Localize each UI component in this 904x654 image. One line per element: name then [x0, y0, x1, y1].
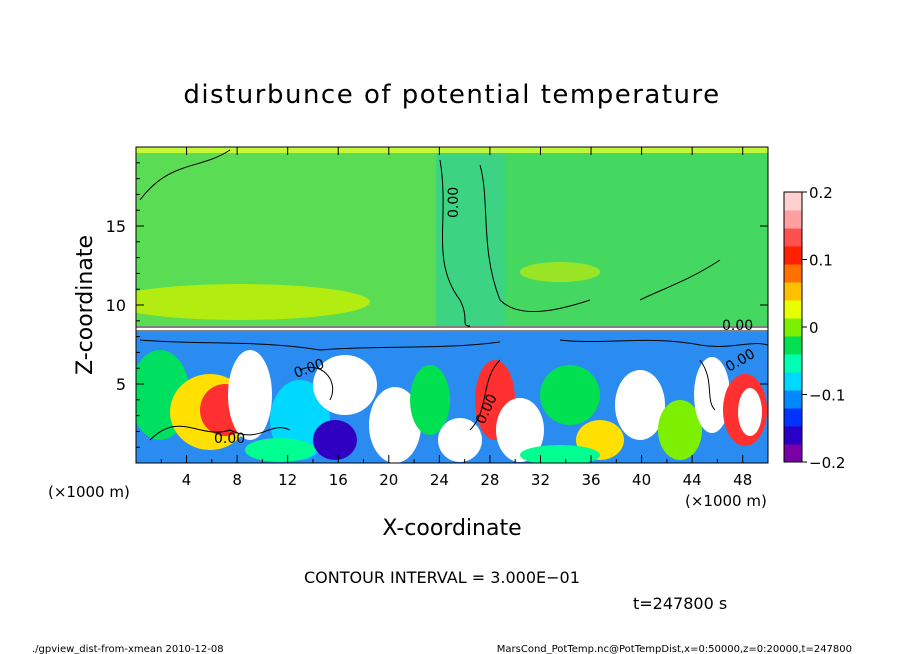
x-tick-label: 36 — [581, 471, 600, 489]
x-tick-label: 24 — [430, 471, 449, 489]
contour — [479, 164, 591, 312]
contour — [559, 339, 768, 347]
colorbar-swatch — [784, 264, 802, 283]
y-tick-label: 5 — [116, 375, 126, 394]
contour — [149, 425, 291, 441]
y-axis: 5 10 15 — [106, 162, 768, 448]
time-label: t=247800 s — [633, 594, 727, 613]
colorbar-swatch — [784, 246, 802, 265]
colorbar-swatch — [784, 354, 802, 373]
footer-right: MarsCond_PotTemp.nc@PotTempDist,x=0:5000… — [497, 644, 852, 654]
contour — [139, 149, 231, 201]
colorbar-swatch — [784, 426, 802, 445]
x-tick-label: 16 — [329, 471, 348, 489]
top-edge-band — [136, 147, 768, 153]
x-tick-label: 32 — [531, 471, 550, 489]
colorbar-swatch — [784, 336, 802, 355]
yellow-band-2 — [520, 262, 600, 282]
contour-lines — [139, 149, 768, 441]
chart-title: disturbunce of potential temperature — [183, 80, 720, 110]
contour — [639, 259, 721, 301]
colorbar-tick-label: 0.1 — [809, 252, 833, 270]
x-tick-label: 4 — [182, 471, 192, 489]
plot-area: 0.00 0.00 0.00 0.00 0.00 0.00 — [136, 147, 768, 463]
x-unit-right: (×1000 m) — [685, 492, 767, 510]
colorbar-tick-label: 0 — [809, 319, 819, 337]
x-tick-label: 40 — [632, 471, 651, 489]
colorbar-swatch — [784, 228, 802, 247]
inversion-band — [136, 326, 768, 332]
blob — [658, 400, 702, 460]
blob — [369, 387, 421, 463]
x-axis: 4 8 12 16 20 24 28 32 36 40 44 48 — [160, 147, 752, 489]
contour — [139, 339, 501, 351]
y-axis-label: Z-coordinate — [73, 235, 98, 375]
x-unit-left: (×1000 m) — [48, 483, 130, 501]
blob — [228, 350, 272, 440]
colorbar: 0.2 0.1 0 −0.1 −0.2 — [783, 184, 845, 472]
y-tick-label: 10 — [106, 296, 126, 315]
contour — [469, 359, 501, 431]
x-tick-label: 44 — [683, 471, 702, 489]
contour — [439, 159, 471, 327]
colorbar-swatch — [784, 318, 802, 337]
colorbar-swatch — [784, 372, 802, 391]
yellow-band — [136, 284, 370, 320]
blob — [438, 418, 482, 462]
lower-blobs — [136, 350, 767, 463]
x-tick-label: 20 — [379, 471, 398, 489]
blob — [520, 445, 600, 463]
blob — [313, 355, 377, 415]
colorbar-swatch — [784, 444, 802, 463]
colorbar-tick-label: 0.2 — [809, 184, 833, 202]
contour-label: 0.00 — [722, 318, 753, 334]
colorbar-tick-label: −0.2 — [809, 454, 845, 472]
colorbar-swatch — [784, 282, 802, 301]
colorbar-swatch — [784, 390, 802, 409]
blob — [496, 398, 544, 462]
blob — [245, 438, 315, 462]
blob — [615, 370, 665, 440]
blob — [313, 420, 357, 460]
blob — [410, 365, 450, 435]
blob — [540, 365, 600, 425]
blob — [694, 357, 730, 433]
field-right-cyan — [436, 150, 506, 332]
x-axis-label: X-coordinate — [382, 516, 521, 541]
contour — [299, 366, 334, 401]
colorbar-swatch — [784, 408, 802, 427]
contour-label: 0.00 — [214, 431, 245, 447]
footer-left: ./gpview_dist-from-xmean 2010-12-08 — [32, 644, 224, 654]
contour — [699, 359, 716, 411]
colorbar-swatch — [784, 192, 802, 211]
x-tick-label: 12 — [278, 471, 297, 489]
contour-label: 0.00 — [446, 187, 462, 218]
colorbar-swatch — [784, 300, 802, 319]
blob — [738, 388, 762, 436]
contour-interval: CONTOUR INTERVAL = 3.000E−01 — [304, 568, 580, 587]
colorbar-swatch — [784, 210, 802, 229]
y-tick-label: 15 — [106, 217, 126, 236]
colorbar-tick-label: −0.1 — [809, 387, 845, 405]
x-tick-label: 48 — [733, 471, 752, 489]
x-tick-label: 28 — [480, 471, 499, 489]
x-tick-label: 8 — [232, 471, 242, 489]
